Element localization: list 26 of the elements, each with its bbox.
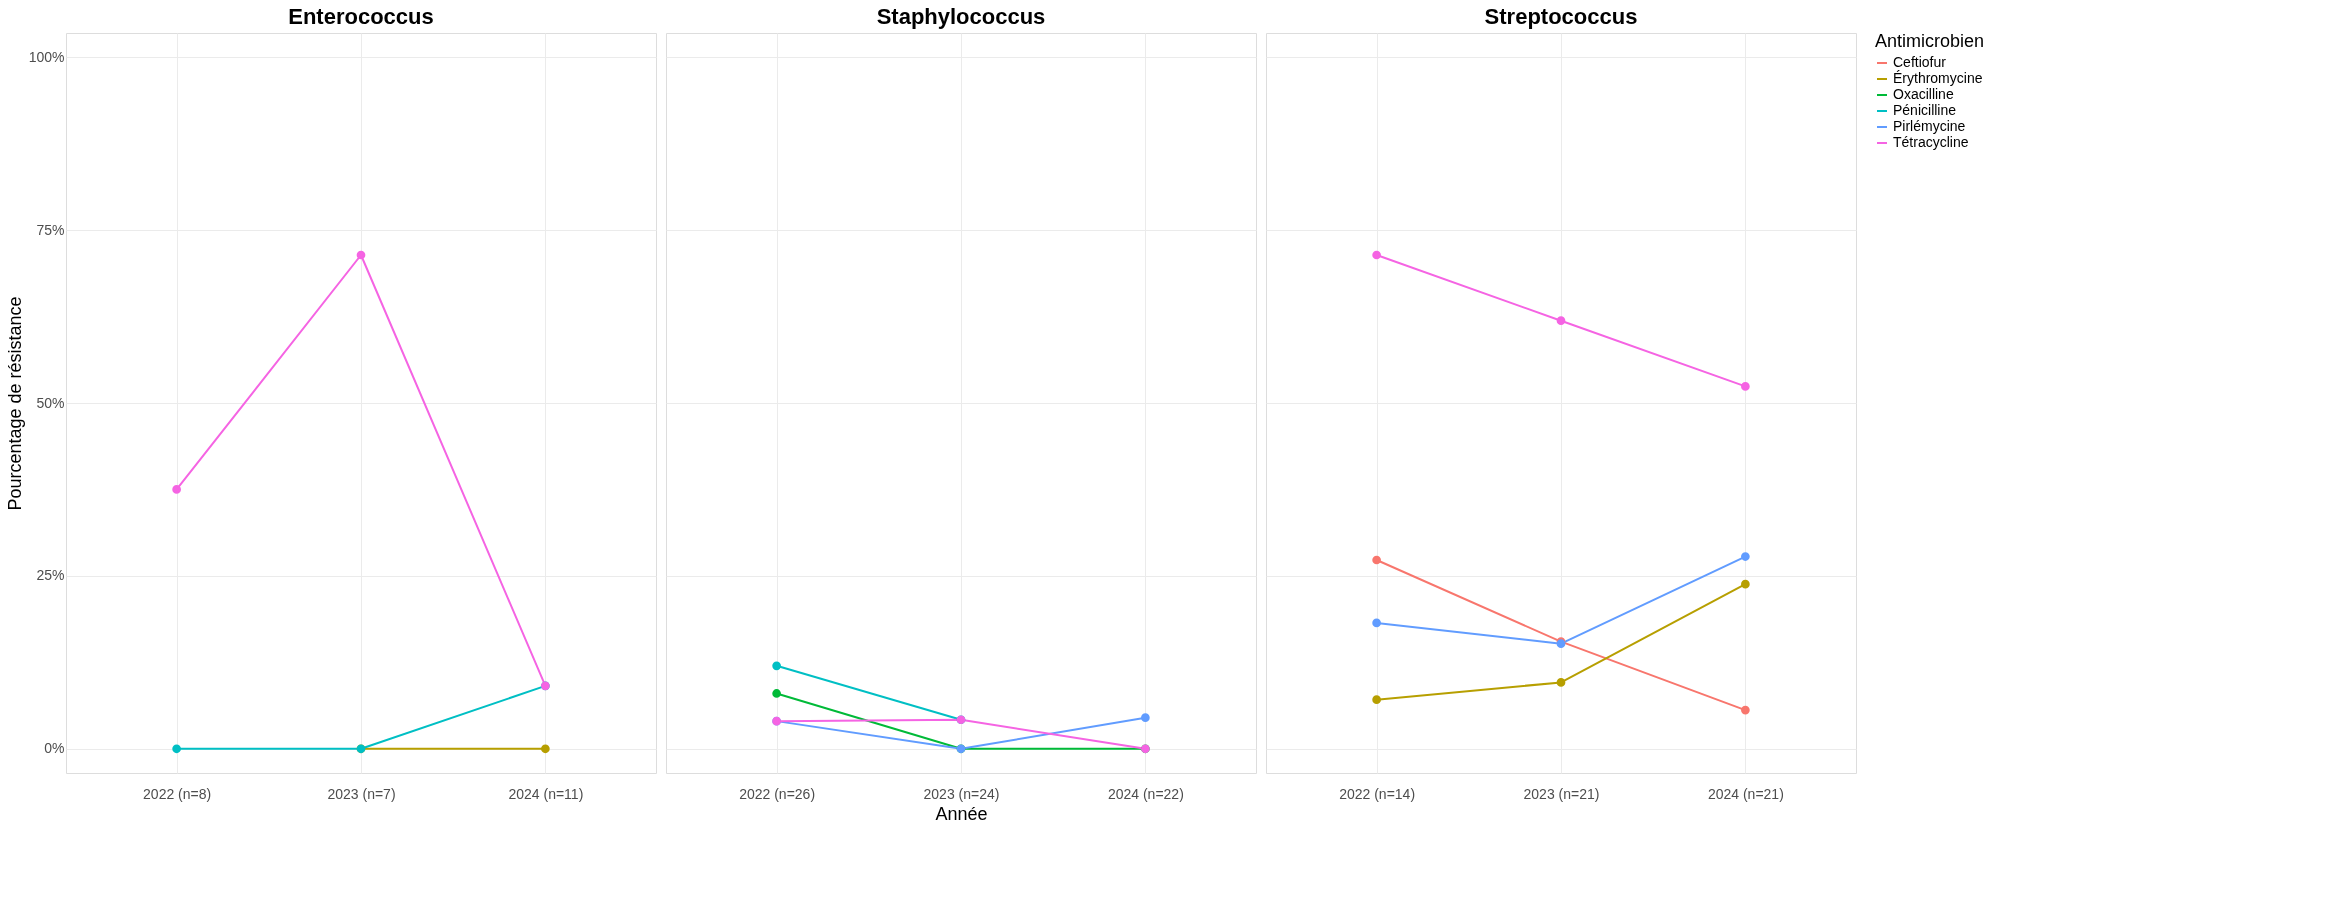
y-tick-label: 0% [44, 740, 65, 757]
legend-label: Pirlémycine [1893, 118, 1966, 134]
legend-label: Pénicilline [1893, 102, 1957, 118]
legend-label: Ceftiofur [1893, 54, 1947, 70]
x-tick-label: 2024 (n=11) [508, 785, 584, 802]
legend-label: Érythromycine [1893, 70, 1983, 86]
y-tick-label: 75% [36, 221, 65, 238]
chart-title: Enterococcus [288, 4, 434, 29]
chart-title: Staphylococcus [876, 4, 1046, 29]
x-tick-label: 2022 (n=8) [143, 785, 212, 802]
y-tick-label: 25% [36, 567, 65, 584]
x-tick-label: 2023 (n=24) [923, 785, 1000, 802]
x-tick-label: 2023 (n=7) [327, 785, 396, 802]
x-tick-label: 2023 (n=21) [1523, 785, 1600, 802]
x-tick-label: 2024 (n=22) [1107, 785, 1184, 802]
legend-label: Tétracycline [1893, 134, 1969, 150]
x-tick-label: 2024 (n=21) [1707, 785, 1784, 802]
y-tick-label: 100% [28, 48, 65, 65]
x-axis-title: Année [935, 803, 988, 824]
legend-label: Oxacilline [1893, 86, 1954, 102]
chart-title: Streptococcus [1484, 4, 1638, 29]
x-tick-label: 2022 (n=14) [1339, 785, 1416, 802]
legend-title: Antimicrobien [1875, 31, 1985, 51]
y-axis-title: Pourcentage de résistance [4, 296, 25, 511]
y-tick-label: 50% [36, 394, 65, 411]
x-tick-label: 2022 (n=26) [739, 785, 816, 802]
